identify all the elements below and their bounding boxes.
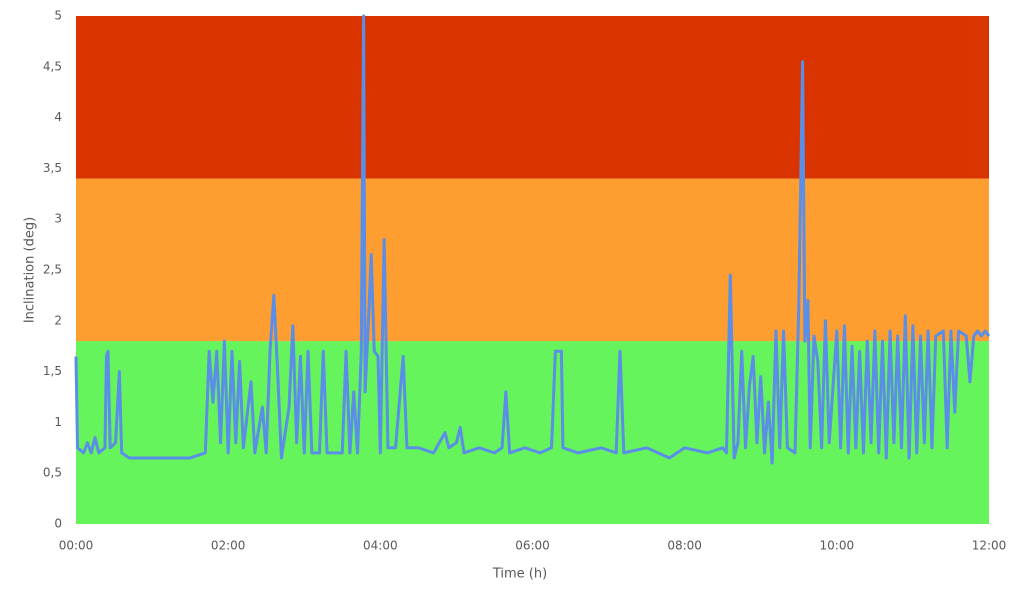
y-tick-label: 3	[54, 212, 62, 226]
x-tick-label: 02:00	[211, 539, 246, 553]
x-tick-label: 12:00	[972, 539, 1007, 553]
y-axis-label: Inclination (deg)	[23, 217, 38, 323]
y-tick-label: 3,5	[43, 161, 62, 175]
y-tick-label: 4,5	[43, 59, 62, 73]
y-tick-label: 5	[54, 9, 62, 23]
y-tick-label: 2,5	[43, 263, 62, 277]
y-tick-label: 0	[54, 517, 62, 531]
y-tick-label: 0,5	[43, 466, 62, 480]
x-axis-label: Time (h)	[492, 567, 547, 582]
x-tick-label: 08:00	[667, 539, 702, 553]
x-tick-label: 00:00	[59, 539, 94, 553]
y-tick-label: 1	[54, 415, 62, 429]
x-tick-label: 06:00	[515, 539, 550, 553]
x-tick-label: 04:00	[363, 539, 398, 553]
zone-band	[76, 16, 989, 179]
y-tick-label: 4	[54, 110, 62, 124]
y-tick-label: 1,5	[43, 364, 62, 378]
y-tick-label: 2	[54, 313, 62, 327]
data-line	[74, 14, 991, 465]
x-tick-label: 10:00	[820, 539, 855, 553]
zone-band	[76, 178, 989, 342]
